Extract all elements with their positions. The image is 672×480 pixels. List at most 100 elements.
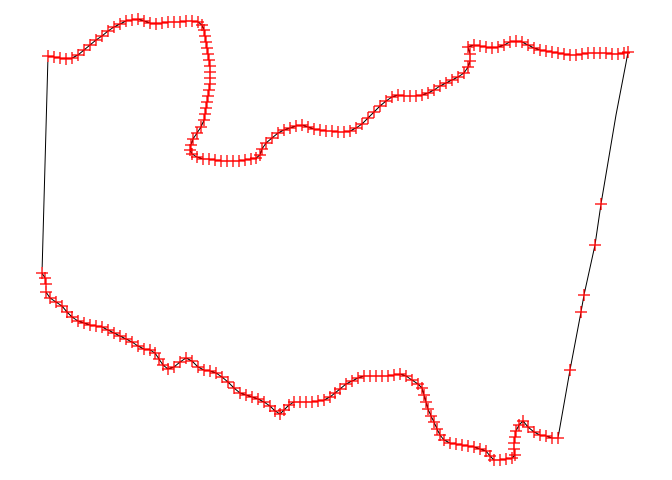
point-marker (150, 18, 162, 30)
point-marker (362, 112, 374, 124)
point-marker (78, 44, 90, 56)
point-marker (84, 319, 96, 331)
point-marker (96, 321, 108, 333)
point-marker (284, 122, 296, 134)
point-marker (198, 114, 210, 126)
point-marker (302, 121, 314, 133)
point-marker (622, 46, 634, 58)
point-marker (508, 443, 520, 455)
point-marker (187, 133, 199, 145)
point-marker (138, 343, 150, 355)
point-marker (504, 36, 516, 48)
point-marker (144, 344, 156, 356)
point-marker (102, 324, 114, 336)
point-marker (498, 39, 510, 51)
point-marker (204, 78, 216, 90)
point-marker (60, 53, 72, 65)
point-marker (200, 102, 212, 114)
point-marker (468, 39, 480, 51)
point-marker (204, 365, 216, 377)
point-marker (48, 51, 60, 63)
point-marker (228, 382, 240, 394)
point-marker (54, 52, 66, 64)
point-marker (203, 54, 215, 66)
point-marker (245, 153, 257, 165)
point-marker (203, 153, 215, 165)
marker-layer (36, 13, 634, 466)
point-marker (324, 391, 336, 403)
point-marker (368, 106, 380, 118)
point-marker (108, 327, 120, 339)
point-marker (168, 361, 180, 373)
point-marker (440, 77, 452, 89)
point-marker (595, 198, 607, 210)
point-marker (210, 367, 222, 379)
point-marker (428, 416, 440, 428)
point-marker (201, 42, 213, 54)
point-marker (509, 431, 521, 443)
point-marker (516, 36, 528, 48)
point-marker (290, 120, 302, 132)
point-marker (434, 80, 446, 92)
point-marker (464, 48, 476, 60)
point-marker (240, 389, 252, 401)
point-marker (186, 148, 198, 160)
point-marker (149, 347, 161, 359)
point-marker (456, 439, 468, 451)
point-marker (260, 137, 272, 149)
point-marker (434, 429, 446, 441)
point-marker (246, 391, 258, 403)
point-marker (36, 267, 48, 279)
point-marker (39, 272, 51, 284)
point-marker (394, 368, 406, 380)
point-marker (203, 84, 215, 96)
point-marker (392, 89, 404, 101)
point-marker (40, 278, 52, 290)
point-marker (120, 15, 132, 27)
point-marker (528, 426, 540, 438)
point-marker (474, 40, 486, 52)
point-marker (266, 132, 278, 144)
point-marker (416, 89, 428, 101)
point-marker (326, 125, 338, 137)
point-marker (500, 453, 512, 465)
point-marker (202, 48, 214, 60)
point-marker (356, 118, 368, 130)
point-marker (410, 90, 422, 102)
point-marker (174, 356, 186, 368)
point-marker (528, 42, 540, 54)
point-marker (233, 155, 245, 167)
point-marker (388, 369, 400, 381)
point-marker (199, 108, 211, 120)
point-marker (314, 124, 326, 136)
point-marker (612, 48, 624, 60)
point-marker (42, 50, 54, 62)
point-marker (192, 361, 204, 373)
point-marker (252, 393, 264, 405)
point-marker (66, 52, 78, 64)
point-marker (509, 449, 521, 461)
point-marker (492, 41, 504, 53)
point-marker (272, 127, 284, 139)
point-marker (352, 372, 364, 384)
point-marker (198, 24, 210, 36)
point-marker (386, 91, 398, 103)
point-marker (474, 443, 486, 455)
point-marker (534, 44, 546, 56)
point-marker (156, 17, 168, 29)
point-marker (312, 395, 324, 407)
point-marker (283, 399, 295, 411)
point-marker (72, 49, 84, 61)
point-marker (132, 13, 144, 25)
point-marker (198, 364, 210, 376)
point-marker (522, 421, 534, 433)
point-marker (269, 405, 281, 417)
point-marker (450, 438, 462, 450)
point-marker (513, 419, 525, 431)
point-marker (468, 441, 480, 453)
point-marker (296, 119, 308, 131)
point-marker (114, 330, 126, 342)
point-marker (589, 239, 601, 251)
point-marker (278, 124, 290, 136)
